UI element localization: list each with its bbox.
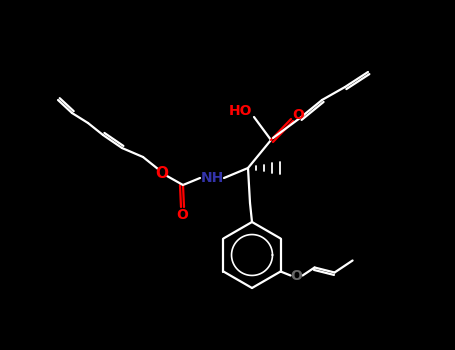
Text: HO: HO xyxy=(228,104,252,118)
Text: O: O xyxy=(156,166,168,181)
Text: O: O xyxy=(176,208,188,222)
Text: O: O xyxy=(292,108,304,122)
Text: NH: NH xyxy=(200,171,223,185)
Text: O: O xyxy=(291,268,303,282)
